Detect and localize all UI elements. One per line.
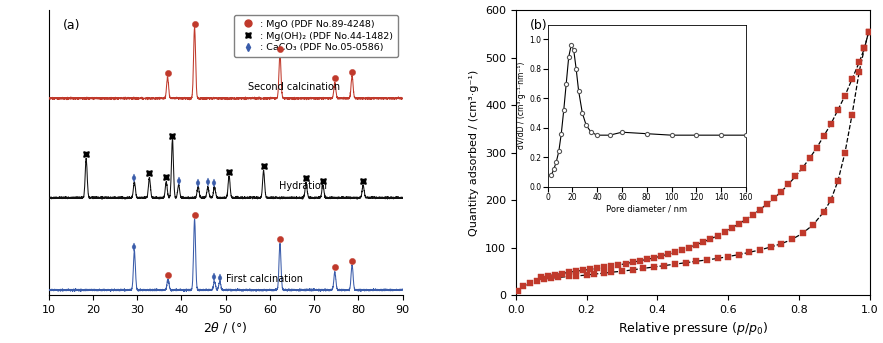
X-axis label: Relative pressure ($p/p_0$): Relative pressure ($p/p_0$) xyxy=(618,320,768,337)
X-axis label: $2\theta$ / (°): $2\theta$ / (°) xyxy=(203,320,248,335)
Text: (b): (b) xyxy=(530,19,547,32)
Text: Second calcination: Second calcination xyxy=(247,82,340,92)
Text: First calcination: First calcination xyxy=(225,274,303,284)
Legend: : MgO (PDF No.89-4248), : Mg(OH)₂ (PDF No.44-1482), : CaCO₃ (PDF No.05-0586): : MgO (PDF No.89-4248), : Mg(OH)₂ (PDF N… xyxy=(234,15,398,57)
Text: (a): (a) xyxy=(63,19,80,32)
Text: Hydration: Hydration xyxy=(279,181,327,191)
Y-axis label: Quantity adsorbed / (cm³·g⁻¹): Quantity adsorbed / (cm³·g⁻¹) xyxy=(470,70,479,236)
